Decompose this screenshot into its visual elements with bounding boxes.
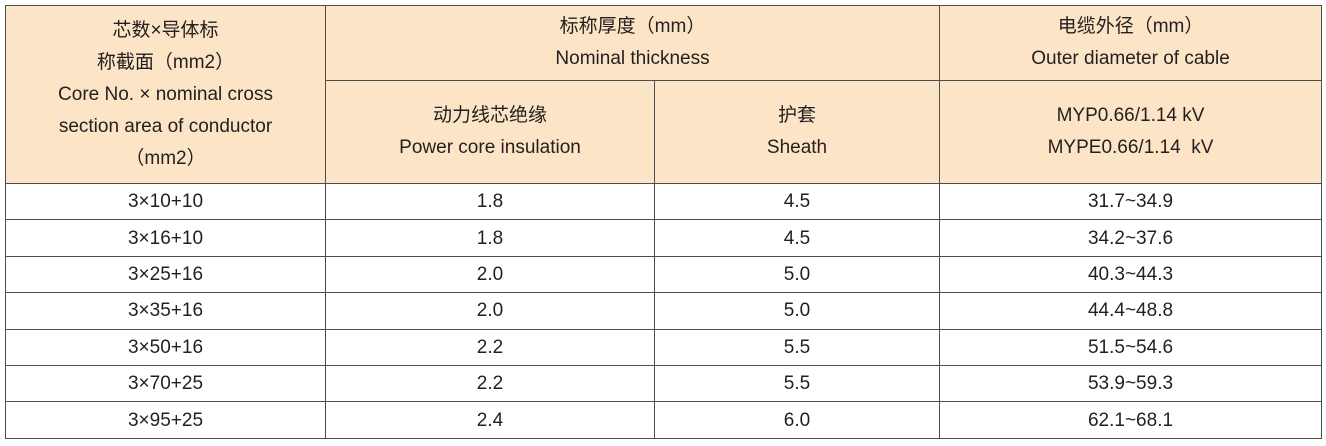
- table-cell: 3×95+25: [5, 401, 326, 439]
- header-text: 标称厚度（mm）: [559, 16, 706, 37]
- table-cell: 6.0: [653, 401, 941, 439]
- header-text: section area of conductor: [58, 115, 273, 137]
- table-cell: 62.1~68.1: [939, 401, 1323, 439]
- table-row: 3×50+16 2.2 5.5 51.5~54.6: [5, 328, 1323, 366]
- table-cell: 1.8: [325, 219, 655, 257]
- table-cell: 4.5: [653, 219, 941, 257]
- header-text: Sheath: [766, 137, 828, 158]
- header-text: 芯数×导体标: [112, 19, 219, 41]
- table-cell: 3×25+16: [5, 255, 326, 294]
- table-cell: 3×10+10: [5, 182, 326, 221]
- table-cell: 3×35+16: [5, 292, 326, 330]
- table-cell: 5.5: [653, 364, 941, 403]
- table-cell: 2.4: [325, 401, 655, 439]
- table-cell: 44.4~48.8: [939, 292, 1323, 330]
- table-cell: 31.7~34.9: [939, 182, 1323, 221]
- header-cell: 芯数×导体标 称截面（mm2） Core No. × nominal cross…: [5, 5, 326, 184]
- table-cell: 51.5~54.6: [939, 328, 1323, 366]
- table-row: 3×70+25 2.2 5.5 53.9~59.3: [5, 364, 1323, 403]
- header-cell: 护套 Sheath: [653, 80, 941, 184]
- table-cell: 2.2: [325, 328, 655, 366]
- header-text: MYPE0.66/1.14 kV: [1047, 137, 1214, 158]
- table-cell: 1.8: [325, 182, 655, 221]
- header-text: 电缆外径（mm）: [1057, 16, 1204, 37]
- table-cell: 5.0: [653, 255, 941, 294]
- table-header: 芯数×导体标 称截面（mm2） Core No. × nominal cross…: [5, 5, 1323, 184]
- header-text: （mm2）: [125, 147, 206, 169]
- spec-table: 芯数×导体标 称截面（mm2） Core No. × nominal cross…: [5, 5, 1323, 439]
- table-cell: 4.5: [653, 182, 941, 221]
- table-row: 3×35+16 2.0 5.0 44.4~48.8: [5, 292, 1323, 330]
- header-text: 称截面（mm2）: [96, 51, 235, 73]
- header-cell: MYP0.66/1.14 kV MYPE0.66/1.14 kV: [939, 80, 1323, 184]
- header-text: Nominal thickness: [555, 48, 710, 69]
- table-cell: 3×16+10: [5, 219, 326, 257]
- table-row: 3×25+16 2.0 5.0 40.3~44.3: [5, 255, 1323, 294]
- table-row: 3×95+25 2.4 6.0 62.1~68.1: [5, 401, 1323, 439]
- table-row: 3×16+10 1.8 4.5 34.2~37.6: [5, 219, 1323, 257]
- header-cell: 电缆外径（mm） Outer diameter of cable: [939, 5, 1323, 81]
- table-cell: 40.3~44.3: [939, 255, 1323, 294]
- table-cell: 53.9~59.3: [939, 364, 1323, 403]
- table-cell: 2.0: [325, 255, 655, 294]
- table-cell: 3×70+25: [5, 364, 326, 403]
- header-cell: 动力线芯绝缘 Power core insulation: [325, 80, 655, 184]
- table-cell: 5.5: [653, 328, 941, 366]
- header-text: 护套: [778, 105, 817, 126]
- header-text: Outer diameter of cable: [1031, 48, 1230, 69]
- header-text: 动力线芯绝缘: [432, 105, 547, 126]
- table-cell: 5.0: [653, 292, 941, 330]
- table-cell: 2.0: [325, 292, 655, 330]
- header-cell: 标称厚度（mm） Nominal thickness: [324, 5, 941, 81]
- header-text: MYP0.66/1.14 kV: [1056, 105, 1205, 126]
- table-cell: 34.2~37.6: [939, 219, 1323, 257]
- table-body: 3×10+10 1.8 4.5 31.7~34.9 3×16+10 1.8 4.5 34.2~…: [5, 182, 1323, 439]
- table-cell: 2.2: [325, 364, 655, 403]
- table-row: 3×10+10 1.8 4.5 31.7~34.9: [5, 182, 1323, 221]
- header-text: Core No. × nominal cross: [58, 83, 273, 105]
- table-cell: 3×50+16: [5, 328, 326, 366]
- header-text: Power core insulation: [399, 137, 581, 158]
